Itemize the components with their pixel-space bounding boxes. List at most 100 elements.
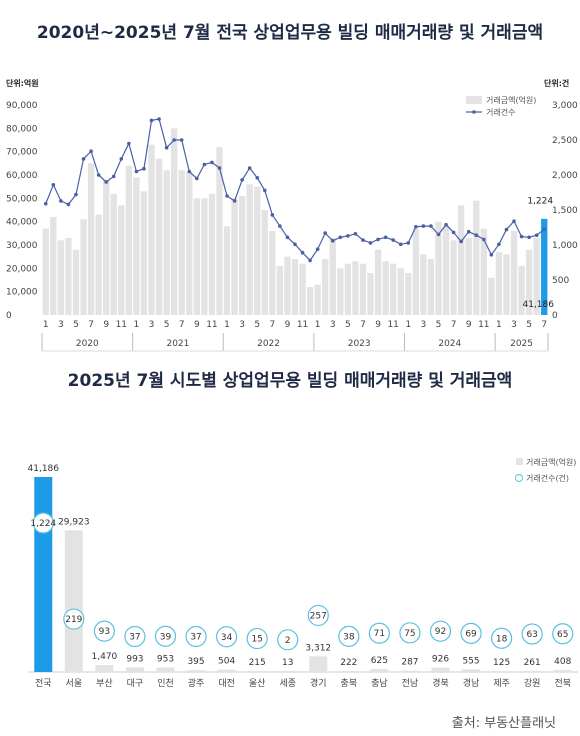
count-point <box>66 202 71 207</box>
chart1-svg: 단위:억원 단위:건 0 10,000 20,000 30,000 40,000 50,000… <box>6 78 578 352</box>
region-amount-bar <box>523 670 542 672</box>
amount-bar <box>390 263 397 315</box>
region-count-label: 37 <box>129 632 140 642</box>
count-point <box>406 241 411 245</box>
region-count-bubble <box>429 620 452 642</box>
count-point <box>414 225 418 229</box>
region-count-label: 69 <box>465 629 477 639</box>
chart2-title: 2025년 7월 시도별 상업업무용 빌딩 매매거래량 및 거래금액 <box>67 371 513 391</box>
count-point <box>262 188 267 193</box>
region-amount-label: 125 <box>493 658 510 668</box>
count-point <box>59 199 63 203</box>
count-point <box>96 173 101 177</box>
region-amount-label: 222 <box>340 658 357 668</box>
region-count-bubble <box>460 622 482 645</box>
y-right-tick: 500 <box>552 276 569 286</box>
count-point <box>293 242 297 247</box>
count-point <box>278 224 282 228</box>
amount-bar <box>42 228 49 315</box>
region-category-label: 광주 <box>188 677 205 689</box>
count-point <box>376 237 380 242</box>
region-count-label: 219 <box>65 615 82 625</box>
amount-bar <box>155 158 163 315</box>
count-point <box>240 178 244 182</box>
x-year-label: 2024 <box>438 339 461 349</box>
count-point <box>119 157 124 161</box>
region-category-label: 경남 <box>463 677 480 689</box>
count-point <box>51 183 56 187</box>
x-year-label: 2021 <box>166 339 189 349</box>
amount-bar <box>238 196 246 315</box>
count-point <box>474 233 479 237</box>
y-left-tick: 50,000 <box>6 194 38 204</box>
amount-bar <box>337 268 344 315</box>
region-amount-label: 13 <box>282 658 293 668</box>
region-count-bubble <box>32 512 54 534</box>
amount-bar <box>254 186 261 315</box>
amount-bar <box>465 238 472 315</box>
region-count-label: 92 <box>435 627 446 637</box>
count-point <box>398 242 403 247</box>
y-left-tick: 70,000 <box>6 148 38 158</box>
amount-bar <box>148 144 155 315</box>
amount-bar <box>291 259 299 315</box>
region-count-label: 63 <box>526 630 537 640</box>
region-count-bubble <box>246 627 268 650</box>
count-point <box>308 258 312 263</box>
count-point <box>466 229 471 234</box>
x-month-tick: 11 <box>116 320 127 330</box>
region-amount-bar <box>339 670 358 672</box>
amount-bar <box>533 238 540 315</box>
amount-bar <box>140 191 148 315</box>
amount-bar <box>216 147 223 315</box>
x-month-tick: 3 <box>239 320 245 330</box>
amount-bar <box>231 198 238 315</box>
count-point <box>81 157 86 161</box>
count-point <box>504 227 509 232</box>
amount-bar <box>435 221 442 315</box>
count-point <box>74 192 78 197</box>
region-amount-label: 504 <box>218 657 235 667</box>
x-month-tick: 7 <box>269 320 275 330</box>
amount-bar <box>306 287 314 315</box>
region-amount-label: 29,923 <box>58 517 90 527</box>
y-left-tick: 90,000 <box>6 101 38 111</box>
x-month-tick: 7 <box>360 320 366 330</box>
region-category-label: 경기 <box>310 677 327 689</box>
region-amount-bar <box>462 669 481 672</box>
region-amount-bar <box>400 670 419 672</box>
amount-bar <box>133 177 140 315</box>
region-category-label: 충남 <box>371 678 388 689</box>
region-count-bubble <box>307 604 329 627</box>
x-month-tick: 5 <box>526 320 532 330</box>
amount-bar <box>397 268 404 315</box>
count-point <box>179 138 184 142</box>
region-amount-label: 408 <box>554 657 571 667</box>
x-month-tick: 1 <box>405 320 411 330</box>
amount-bar <box>359 263 367 315</box>
amount-bar <box>442 226 450 315</box>
count-point <box>353 232 358 236</box>
region-category-label: 제주 <box>493 678 510 689</box>
amount-bar <box>473 200 480 315</box>
count-point <box>232 199 237 203</box>
legend-bar-label: 거래금액(억원) <box>486 95 536 105</box>
x-month-tick: 3 <box>149 320 155 330</box>
region-amount-bar <box>156 667 175 672</box>
legend-bar-label: 거래금액(억원) <box>526 457 576 467</box>
amount-bar <box>367 273 374 315</box>
region-amount-bar <box>431 667 450 672</box>
amount-bar <box>374 249 382 315</box>
count-point <box>187 169 192 174</box>
y-left-tick: 40,000 <box>6 218 38 228</box>
region-count-bubble <box>277 629 299 651</box>
y-right-tick: 1,000 <box>552 241 578 251</box>
amount-bar <box>518 266 525 315</box>
count-point <box>459 239 463 244</box>
x-month-tick: 5 <box>254 320 260 330</box>
amount-bar <box>170 128 178 315</box>
amount-bar <box>412 228 420 315</box>
count-point <box>429 224 433 228</box>
region-category-label: 부산 <box>96 678 113 689</box>
amount-bar <box>299 263 306 315</box>
